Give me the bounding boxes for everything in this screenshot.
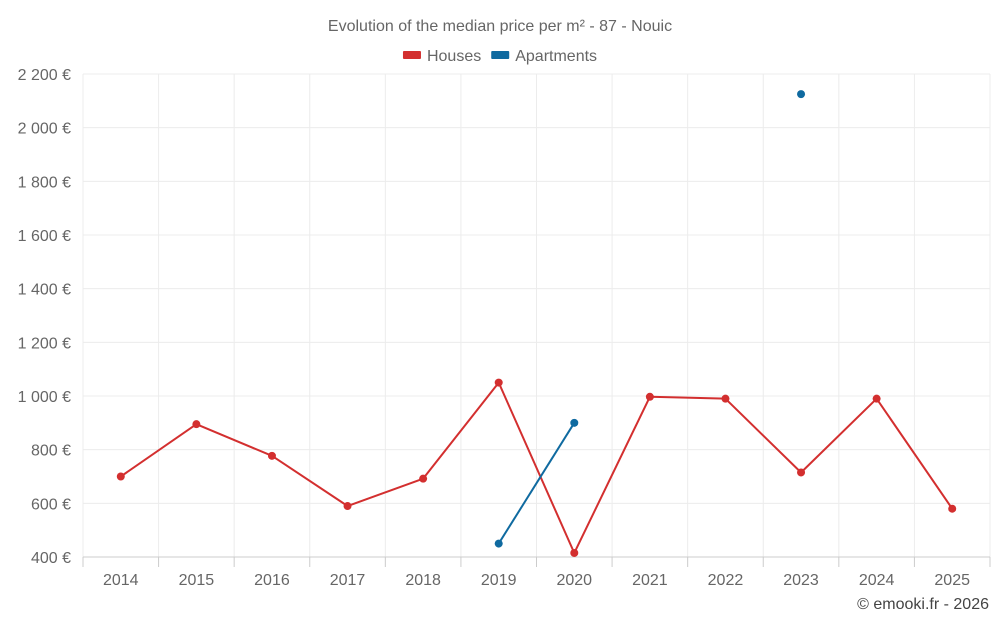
x-tick-label: 2024 bbox=[859, 572, 895, 589]
chart-title: Evolution of the median price per m² - 8… bbox=[328, 18, 672, 35]
data-point-houses bbox=[419, 474, 428, 483]
y-tick-label: 400 € bbox=[31, 550, 71, 567]
series-line-apartments bbox=[497, 422, 576, 545]
data-point-houses bbox=[192, 420, 201, 429]
data-point-houses bbox=[343, 502, 352, 511]
series-lines bbox=[120, 381, 954, 554]
y-axis: 400 € 600 € 800 € 1 000 € 1 200 € 1 400 € 1 60… bbox=[18, 67, 71, 567]
series-points bbox=[116, 90, 957, 557]
x-axis: 2014 2015 2016 2017 2018 2019 2020 2021 2022 2023… bbox=[82, 556, 991, 589]
series-line-houses bbox=[120, 381, 954, 554]
y-tick-label: 1 600 € bbox=[18, 228, 71, 245]
legend-swatch-houses bbox=[402, 51, 421, 59]
x-tick-label: 2019 bbox=[481, 572, 517, 589]
legend: Houses Apartments bbox=[402, 48, 597, 65]
y-tick-label: 1 000 € bbox=[18, 389, 71, 406]
y-tick-label: 600 € bbox=[31, 496, 71, 513]
data-point-houses bbox=[494, 378, 503, 387]
data-point-apartments bbox=[570, 418, 579, 427]
x-tick-label: 2020 bbox=[556, 572, 592, 589]
x-tick-label: 2023 bbox=[783, 572, 819, 589]
y-tick-label: 1 800 € bbox=[18, 174, 71, 191]
legend-label-houses: Houses bbox=[427, 48, 481, 65]
data-point-houses bbox=[570, 548, 579, 557]
grid bbox=[82, 73, 991, 558]
data-point-apartments bbox=[797, 90, 806, 99]
x-tick-label: 2015 bbox=[179, 572, 215, 589]
x-tick-label: 2022 bbox=[708, 572, 744, 589]
y-tick-label: 1 200 € bbox=[18, 335, 71, 352]
y-tick-label: 1 400 € bbox=[18, 282, 71, 299]
data-point-houses bbox=[721, 394, 730, 403]
data-point-apartments bbox=[494, 539, 503, 548]
x-tick-label: 2016 bbox=[254, 572, 290, 589]
data-point-houses bbox=[948, 504, 957, 513]
data-point-houses bbox=[797, 468, 806, 477]
x-tick-label: 2025 bbox=[934, 572, 970, 589]
legend-swatch-apartments bbox=[491, 51, 510, 59]
x-tick-label: 2017 bbox=[330, 572, 366, 589]
data-point-houses bbox=[645, 392, 654, 401]
data-point-houses bbox=[267, 451, 276, 460]
x-tick-label: 2021 bbox=[632, 572, 668, 589]
credit-text: © emooki.fr - 2026 bbox=[857, 596, 989, 613]
y-tick-label: 2 000 € bbox=[18, 121, 71, 138]
y-tick-label: 800 € bbox=[31, 443, 71, 460]
y-tick-label: 2 200 € bbox=[18, 67, 71, 84]
x-tick-label: 2018 bbox=[405, 572, 441, 589]
legend-label-apartments: Apartments bbox=[515, 48, 597, 65]
data-point-houses bbox=[116, 472, 125, 481]
data-point-houses bbox=[872, 394, 881, 403]
x-tick-label: 2014 bbox=[103, 572, 139, 589]
